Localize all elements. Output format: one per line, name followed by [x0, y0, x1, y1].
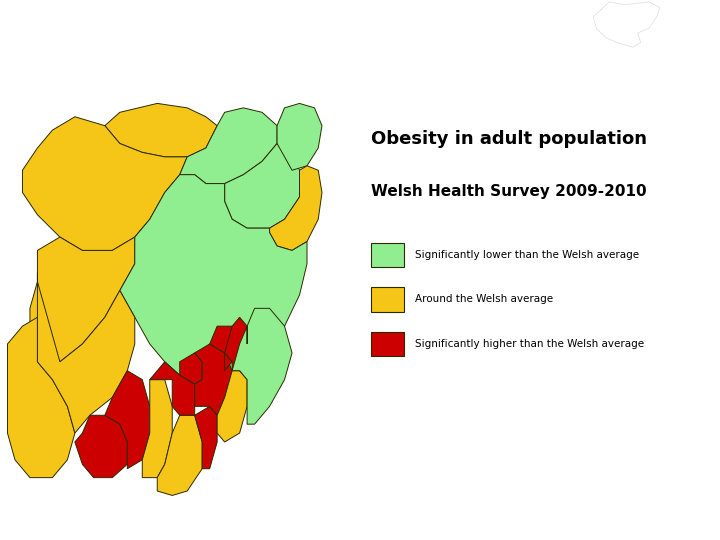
Text: Proportion of adult population obese by BMI, 2009-2010: Proportion of adult population obese by …	[9, 55, 382, 68]
Text: Llywodraeth Cymru: Llywodraeth Cymru	[603, 76, 678, 85]
Polygon shape	[143, 380, 172, 477]
Polygon shape	[180, 108, 277, 184]
Polygon shape	[194, 344, 232, 415]
Text: Welsh Health Survey 2009-2010: Welsh Health Survey 2009-2010	[372, 184, 647, 199]
FancyBboxPatch shape	[372, 287, 404, 312]
Polygon shape	[30, 237, 135, 362]
Polygon shape	[194, 406, 217, 469]
Text: Significantly higher than the Welsh average: Significantly higher than the Welsh aver…	[415, 339, 644, 349]
Polygon shape	[75, 415, 127, 477]
Text: Source: Welsh Health Survey: Source: Welsh Health Survey	[9, 81, 202, 94]
Polygon shape	[105, 370, 150, 469]
Polygon shape	[225, 317, 247, 370]
Polygon shape	[105, 104, 217, 157]
Polygon shape	[180, 353, 202, 384]
Polygon shape	[593, 2, 660, 47]
Polygon shape	[269, 166, 322, 251]
Polygon shape	[210, 326, 240, 370]
Polygon shape	[232, 308, 292, 424]
Polygon shape	[225, 144, 300, 228]
Polygon shape	[277, 104, 322, 170]
FancyBboxPatch shape	[372, 242, 404, 267]
Text: Around the Welsh average: Around the Welsh average	[415, 294, 554, 305]
Polygon shape	[217, 370, 247, 442]
Polygon shape	[157, 415, 202, 496]
Polygon shape	[37, 273, 135, 433]
Polygon shape	[22, 117, 187, 251]
Polygon shape	[150, 362, 194, 415]
Text: Spatial inequalities: Spatial inequalities	[9, 10, 328, 37]
Text: Significantly lower than the Welsh average: Significantly lower than the Welsh avera…	[415, 250, 639, 260]
Polygon shape	[7, 317, 75, 477]
Text: Welsh Government: Welsh Government	[604, 87, 678, 96]
Text: Obesity in adult population: Obesity in adult population	[372, 130, 647, 148]
FancyBboxPatch shape	[372, 332, 404, 356]
Polygon shape	[120, 175, 307, 389]
